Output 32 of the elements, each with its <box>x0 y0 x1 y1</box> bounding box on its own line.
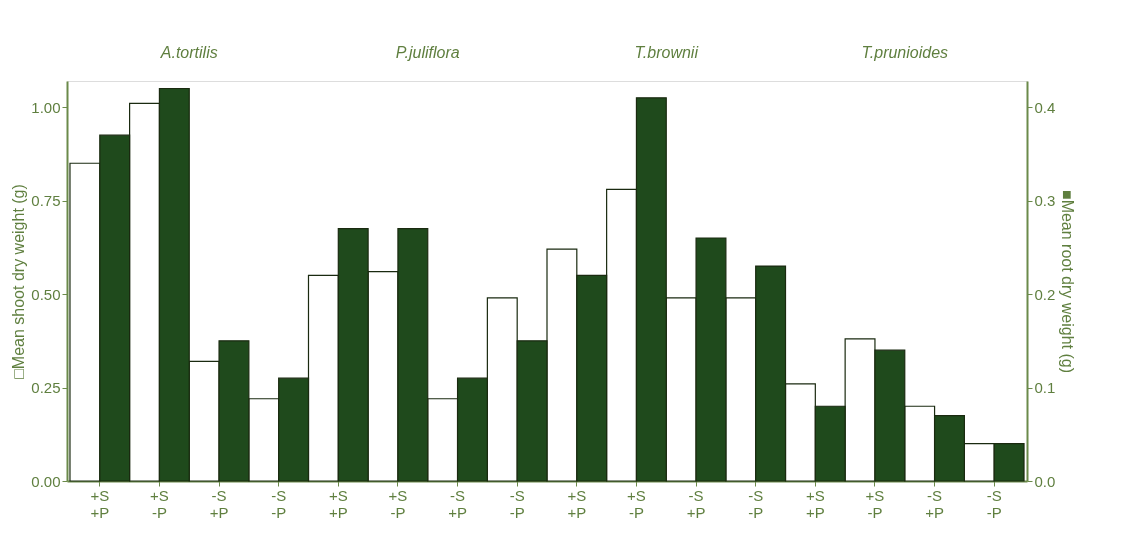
x-tick-label: -S +P <box>448 486 467 521</box>
y2-tick-label: 0.2 <box>1034 285 1056 303</box>
x-tick-label: -S +P <box>209 486 229 521</box>
y2-tick-label: 0.4 <box>1034 98 1056 116</box>
x-tick-label: +S +P <box>90 486 110 521</box>
y-tick-label: 0.25 <box>31 379 61 397</box>
x-tick-label: -S +P <box>925 486 944 521</box>
y-axis-title: □Mean shoot dry weight (g) <box>10 184 28 379</box>
x-tick-label: +S -P <box>627 486 646 521</box>
x-tick-label: +S -P <box>388 486 408 521</box>
x-tick-label: +S +P <box>328 486 348 521</box>
y2-axis-title: ■Mean root dry weight (g) <box>1059 189 1077 374</box>
x-tick-label: +S +P <box>805 486 825 521</box>
y2-tick-label: 0.1 <box>1034 379 1056 397</box>
y2-tick-label: 0.3 <box>1034 192 1056 210</box>
y-tick-label: 0.75 <box>31 192 61 210</box>
x-tick-label: -S -P <box>271 486 287 521</box>
x-tick-label: -S +P <box>686 486 706 521</box>
text: P.juliflora <box>395 44 460 61</box>
x-tick-label: -S -P <box>748 486 764 521</box>
x-tick-label: +S -P <box>150 486 169 521</box>
y2-tick-label: 0.0 <box>1034 472 1056 490</box>
x-tick-label: -S -P <box>509 486 525 521</box>
y-tick-label: 0.00 <box>31 472 61 490</box>
text: A.tortilis <box>159 44 218 61</box>
x-tick-label: +S -P <box>865 486 885 521</box>
x-tick-label: +S +P <box>567 486 587 521</box>
y-tick-label: 0.50 <box>31 285 61 303</box>
text: T.prunioides <box>861 44 949 61</box>
text: T.brownii <box>634 44 699 61</box>
y-tick-label: 1.00 <box>31 98 61 116</box>
x-tick-label: -S -P <box>986 486 1002 521</box>
